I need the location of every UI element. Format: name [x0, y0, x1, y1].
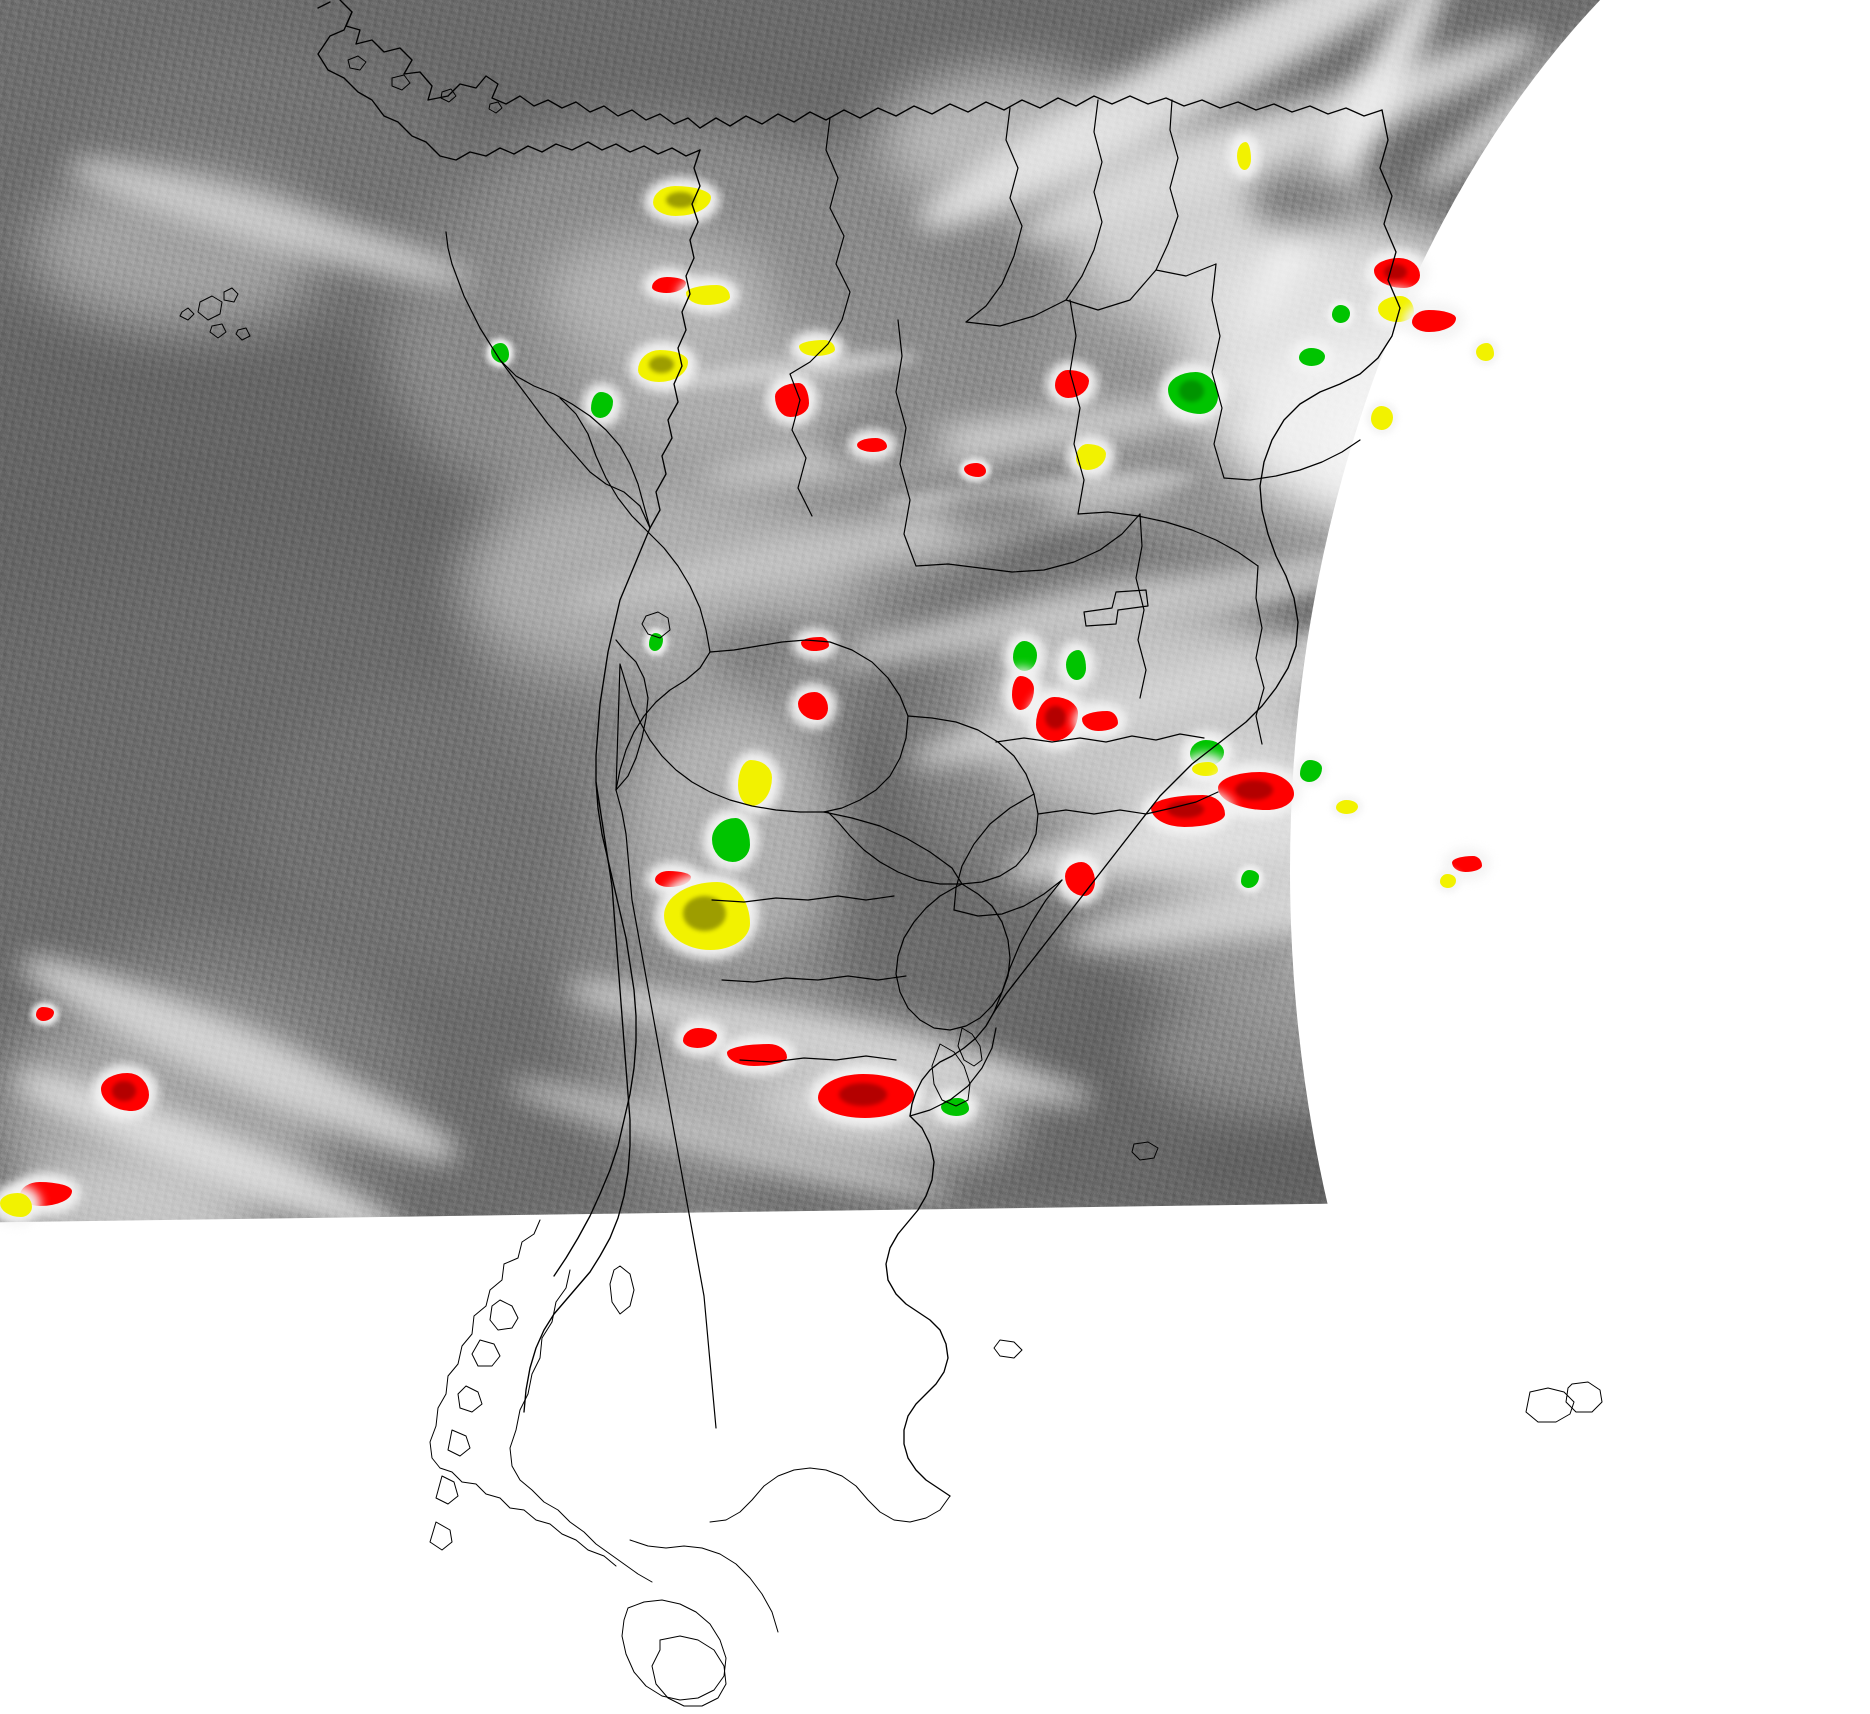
scan-edge-mask — [0, 1193, 1870, 1714]
